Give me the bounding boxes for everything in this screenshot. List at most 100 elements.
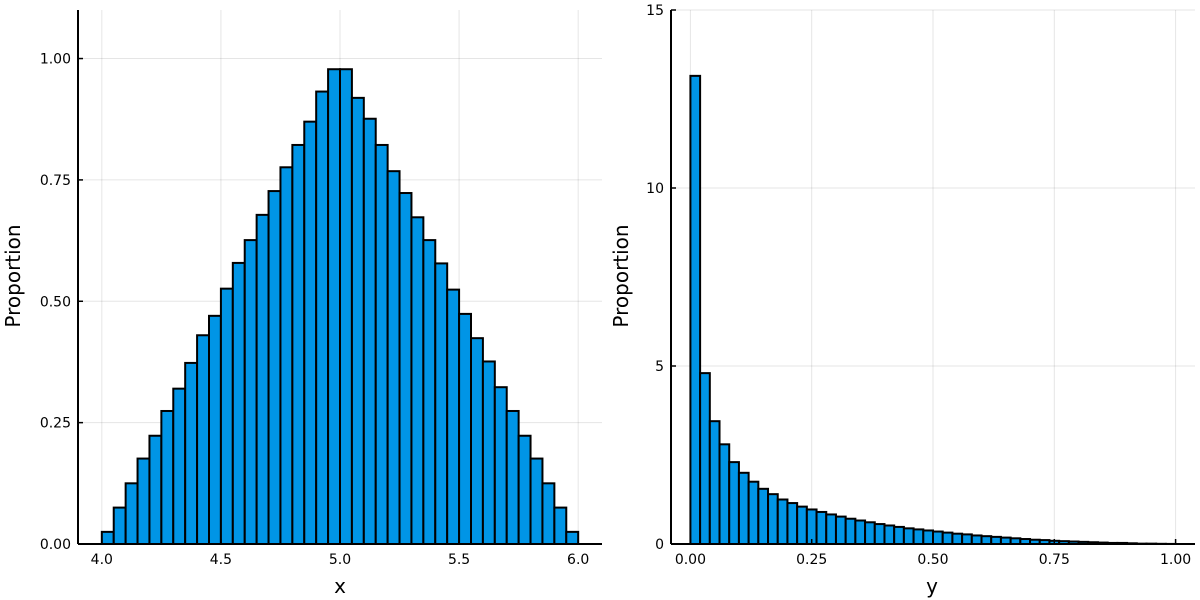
histogram-y-bar (883, 524, 896, 545)
histogram-x-bar (112, 506, 127, 546)
x-axis-label: y (926, 574, 938, 598)
histogram-x-bar (148, 434, 163, 545)
x-tick-label: 1.00 (1160, 552, 1191, 568)
x-tick-label: 4.0 (91, 552, 113, 568)
x-tick-label: 0.25 (796, 552, 827, 568)
histogram-x-bar (291, 143, 306, 545)
histogram-x-bar (303, 120, 318, 546)
histogram-x-bar (136, 457, 151, 545)
histogram-y-bar (951, 532, 964, 546)
histogram-y-bar (990, 535, 1002, 546)
histogram-x-bar (315, 90, 330, 545)
histogram-x-bar (100, 530, 115, 546)
histogram-x-bar (362, 117, 377, 545)
histogram-y-bar (757, 487, 770, 546)
y-axis-label: Proportion (1, 224, 25, 327)
histogram-y-bar (854, 519, 867, 546)
histogram-y-bar (708, 420, 721, 545)
histogram-x-bar (410, 216, 425, 545)
histogram-x-bar (493, 386, 508, 545)
x-tick-label: 0.75 (1039, 552, 1070, 568)
histogram-x-bar (267, 190, 282, 545)
x-tick-label: 6.0 (567, 552, 589, 568)
histogram-x-panel: 4.0 4.5 5.0 5.5 6.0 0.00 0.25 0.50 0.75 1.00 x Pr… (1, 10, 602, 598)
histogram-x-bar (350, 96, 365, 545)
histogram-x-bar (470, 337, 484, 545)
histogram-y-bar (844, 517, 857, 545)
histogram-x-bar (386, 170, 401, 546)
histogram-x-bar (553, 506, 568, 546)
histogram-y-bar (728, 461, 740, 545)
histogram-x-bar (208, 314, 222, 545)
histogram-y-bar (737, 471, 750, 545)
histogram-x-bar (196, 334, 211, 545)
histogram-y-grid (671, 9, 1195, 545)
y-tick-label: 0.50 (40, 294, 71, 310)
histogram-x-bar (184, 361, 199, 545)
histogram-y-bar (776, 498, 789, 545)
histogram-x-bar (505, 409, 520, 545)
y-tick-label: 0.75 (40, 173, 71, 189)
histogram-x-bar (565, 530, 580, 546)
y-tick-label: 1.00 (40, 52, 71, 68)
histogram-x-bar (529, 457, 544, 545)
histogram-y-bar (912, 528, 925, 545)
y-tick-label: 15 (646, 3, 664, 19)
histogram-x-bar (219, 287, 234, 545)
histogram-y-bar (825, 513, 837, 546)
histogram-x-bar (327, 68, 342, 545)
histogram-y-bar (932, 530, 944, 545)
histogram-y-bar (970, 534, 983, 545)
histogram-y-panel: 0.00 0.25 0.50 0.75 1.00 0 5 10 15 y Proportion (609, 3, 1195, 598)
histogram-x-bar (434, 262, 449, 545)
histogram-y-bar (864, 521, 876, 545)
histogram-x-bar (160, 409, 175, 545)
y-axis-label: Proportion (609, 224, 633, 327)
histogram-y-bar (815, 510, 828, 545)
histogram-y-bar (805, 508, 818, 545)
histogram-x-bar (541, 482, 556, 545)
histogram-y-bar (980, 535, 993, 546)
histogram-x-bar (481, 360, 496, 545)
histogram-y-bar (796, 505, 808, 545)
histogram-x-bar (255, 213, 270, 545)
histogram-y-bar (786, 502, 799, 545)
histogram-y-bar (873, 523, 886, 546)
y-tick-label: 0 (655, 537, 664, 553)
y-tick-label: 5 (655, 359, 664, 375)
x-tick-label: 0.00 (675, 552, 706, 568)
histogram-y-bar (699, 372, 711, 545)
histogram-y-bar (922, 529, 935, 545)
histogram-y-bar (689, 74, 702, 546)
histogram-x-bar (339, 68, 353, 545)
histogram-x-bar (172, 387, 187, 545)
histogram-y-bar (941, 531, 954, 545)
histogram-y-bar (893, 525, 905, 545)
histogram-x-bar (446, 288, 461, 546)
histogram-y-bar (767, 493, 779, 546)
histogram-y-bar (834, 515, 847, 546)
histogram-y-bar (902, 527, 915, 545)
histogram-x-bar (422, 239, 437, 545)
x-tick-label: 4.5 (210, 552, 232, 568)
histogram-y-bar (961, 533, 973, 545)
x-tick-label: 5.5 (448, 552, 470, 568)
histogram-x-bar (124, 482, 139, 545)
histogram-x-bar (458, 312, 473, 545)
histogram-x-bar (231, 261, 246, 545)
y-tick-label: 10 (646, 181, 664, 197)
x-tick-label: 0.50 (917, 552, 948, 568)
y-tick-label: 0.25 (40, 416, 71, 432)
histogram-x-bar (279, 166, 294, 546)
histogram-y-ticks: 0.00 0.25 0.50 0.75 1.00 0 5 10 15 (646, 3, 1191, 568)
x-axis-label: x (334, 574, 346, 598)
histogram-x-bar (517, 434, 532, 545)
histogram-x-bar (374, 143, 389, 545)
histogram-y-bar (718, 443, 731, 546)
histogram-x-bar (398, 192, 413, 545)
histogram-y-bar (747, 480, 760, 546)
y-tick-label: 0.00 (40, 537, 71, 553)
histogram-x-bars (100, 68, 580, 546)
histogram-x-ticks: 4.0 4.5 5.0 5.5 6.0 0.00 0.25 0.50 0.75 1.00 (40, 52, 589, 568)
